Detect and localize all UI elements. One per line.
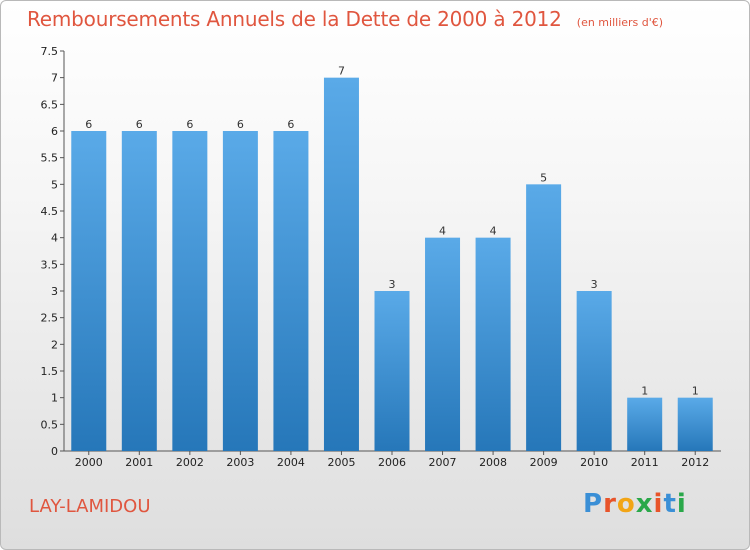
y-tick-label: 4.5 [41, 205, 59, 218]
logo-letter: i [676, 489, 687, 519]
y-tick-label: 0.5 [41, 418, 59, 431]
y-tick-label: 7 [51, 72, 58, 85]
x-tick-label: 2000 [75, 456, 103, 469]
logo-letter: r [603, 489, 617, 519]
bar-2001 [121, 131, 157, 451]
x-tick-label: 2003 [226, 456, 254, 469]
chart-subtitle: (en milliers d'€) [576, 16, 664, 29]
data-label: 6 [287, 118, 294, 131]
x-tick-label: 2010 [580, 456, 608, 469]
chart-axes: 0 0.5 1 1.5 2 2.5 3 3.5 4 4.5 5 5.5 6 6.5 7 7.5 [41, 45, 721, 458]
data-label: 5 [540, 171, 547, 184]
data-label: 4 [490, 225, 497, 238]
chart-bars: 6 2000 6 2001 6 2002 6 2003 6 2004 7 2005 3 2006 4 2007… [71, 65, 713, 469]
logo-letter: x [635, 489, 654, 519]
x-tick-label: 2009 [530, 456, 558, 469]
y-tick-label: 3 [51, 285, 58, 298]
title-row: Remboursements Annuels de la Dette de 20… [27, 7, 663, 31]
logo-letter: t [663, 489, 677, 519]
y-tick-label: 2 [51, 338, 58, 351]
data-label: 6 [186, 118, 193, 131]
logo-letter: i [653, 489, 664, 519]
bar-2002 [172, 131, 208, 451]
bar-2008 [475, 237, 511, 451]
bar-2009 [526, 184, 562, 452]
x-tick-label: 2012 [681, 456, 709, 469]
bar-2000 [71, 131, 107, 451]
bar-2012 [677, 397, 713, 451]
bar-2005 [323, 77, 359, 452]
y-tick-label: 2.5 [41, 312, 59, 325]
chart-title: Remboursements Annuels de la Dette de 20… [27, 7, 562, 31]
y-tick-label: 1.5 [41, 365, 59, 378]
bar-2007 [425, 237, 461, 451]
logo-letter: o [616, 489, 636, 519]
y-tick-label: 5.5 [41, 152, 59, 165]
bar-2006 [374, 291, 410, 451]
x-tick-label: 2004 [277, 456, 305, 469]
y-tick-label: 7.5 [41, 45, 59, 58]
data-label: 3 [389, 278, 396, 291]
x-tick-label: 2002 [176, 456, 204, 469]
data-label: 6 [237, 118, 244, 131]
y-tick-label: 3.5 [41, 258, 59, 271]
y-tick-label: 6 [51, 125, 58, 138]
logo-letter: P [583, 489, 604, 519]
data-label: 3 [591, 278, 598, 291]
commune-name: LAY-LAMIDOU [29, 496, 151, 517]
x-tick-label: 2006 [378, 456, 406, 469]
data-label: 1 [641, 385, 648, 398]
bar-2010 [576, 291, 612, 451]
proxiti-logo: Proxiti [583, 489, 687, 519]
x-tick-label: 2011 [631, 456, 659, 469]
data-label: 4 [439, 225, 446, 238]
y-tick-label: 6.5 [41, 98, 59, 111]
data-label: 6 [85, 118, 92, 131]
x-tick-label: 2001 [125, 456, 153, 469]
x-tick-label: 2008 [479, 456, 507, 469]
y-tick-label: 5 [51, 178, 58, 191]
data-label: 6 [136, 118, 143, 131]
bar-2004 [273, 131, 309, 451]
data-label: 7 [338, 65, 345, 78]
bar-2011 [627, 397, 663, 451]
y-tick-label: 1 [51, 392, 58, 405]
bar-2003 [222, 131, 258, 451]
x-tick-label: 2007 [429, 456, 457, 469]
y-tick-label: 4 [51, 232, 58, 245]
x-tick-label: 2005 [327, 456, 355, 469]
data-label: 1 [692, 385, 699, 398]
y-tick-label: 0 [51, 445, 58, 458]
